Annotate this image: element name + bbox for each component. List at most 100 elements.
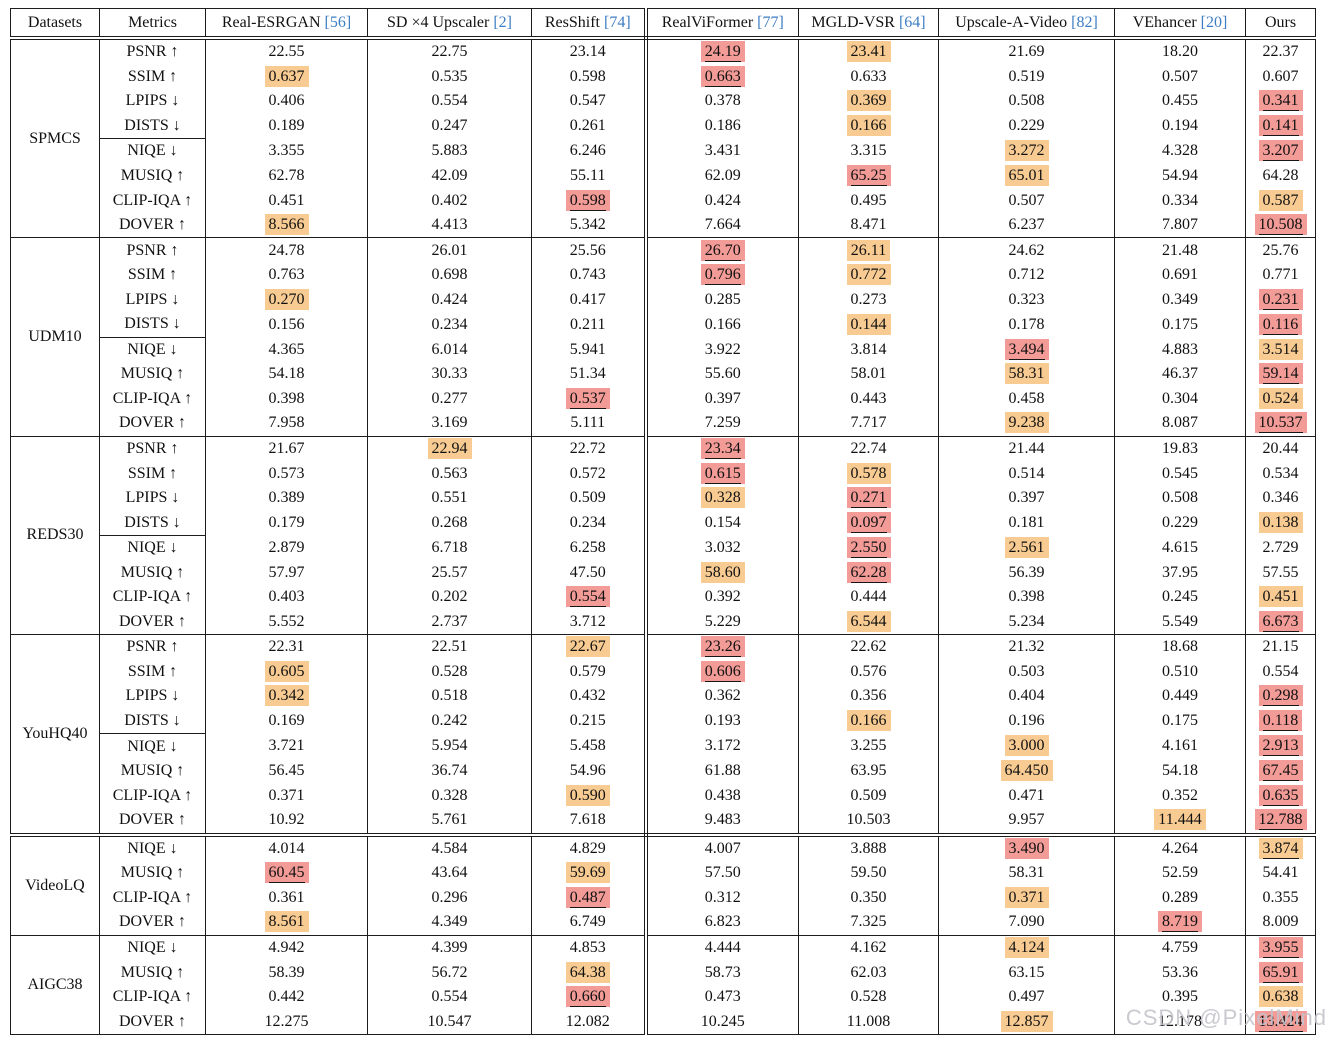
citation-link[interactable]: [20] — [1200, 13, 1228, 31]
metric-label: MUSIQ ↑ — [99, 758, 206, 784]
metric-value-cell: 25.76 — [1245, 237, 1316, 263]
citation-link[interactable]: [82] — [1071, 13, 1098, 31]
second-best-value-highlight: 0.638 — [1258, 986, 1303, 1008]
metric-value-cell: 59.14 — [1245, 362, 1316, 387]
metric-value-cell: 21.69 — [938, 38, 1115, 65]
best-value-highlight: 13.424 — [1254, 1010, 1307, 1032]
metric-value-cell: 25.56 — [531, 237, 648, 263]
metric-value-cell: 0.277 — [367, 386, 532, 412]
metric-value-cell: 0.507 — [1114, 64, 1246, 90]
table-row: YouHQ40 PSNR ↑ 22.31 22.51 22.67 23.26 22.62 21… — [10, 634, 1316, 837]
metric-value-cell: 0.554 — [367, 984, 532, 1010]
metric-value-cell: 0.660 — [531, 984, 648, 1010]
metric-value-cell: 0.268 — [367, 510, 532, 536]
second-best-value-highlight: 6.544 — [846, 610, 891, 632]
metric-value-cell: 0.193 — [645, 708, 799, 734]
metric-value-cell: 0.342 — [205, 684, 368, 709]
metric-value-cell: 13.424 — [1245, 1009, 1316, 1035]
table-row: MUSIQ ↑ 54.18 30.33 51.34 55.60 58.01 58.31 46.… — [11, 362, 1316, 387]
metric-value-cell: 8.087 — [1114, 411, 1246, 437]
metric-value-cell: 0.573 — [205, 461, 368, 486]
metric-value-cell: 12.082 — [531, 1009, 648, 1035]
metric-value-cell: 0.497 — [938, 984, 1115, 1010]
metric-value-cell: 0.712 — [938, 262, 1115, 288]
second-best-value-highlight: 59.69 — [565, 862, 610, 884]
metric-value-cell: 0.350 — [798, 885, 939, 911]
metric-value-cell: 0.772 — [798, 262, 939, 288]
metric-value-cell: 3.955 — [1245, 935, 1316, 961]
table-row: VideoLQ NIQE ↓ 4.014 4.584 4.829 4.007 3.888 3.… — [10, 834, 1316, 936]
metric-value-cell: 0.356 — [798, 684, 939, 709]
metric-value-cell: 8.719 — [1114, 910, 1246, 936]
table-row: SSIM ↑ 0.763 0.698 0.743 0.796 0.772 0.712 0.69… — [11, 262, 1316, 288]
metric-label: CLIP-IQA ↑ — [99, 188, 206, 213]
citation-link[interactable]: [2] — [493, 13, 512, 31]
metric-value-cell: 37.95 — [1114, 560, 1246, 586]
metric-value-cell: 21.67 — [205, 436, 368, 462]
metric-value-cell: 3.490 — [938, 834, 1115, 862]
dataset-label: VideoLQ — [10, 834, 100, 936]
metric-value-cell: 0.179 — [205, 510, 368, 536]
metric-value-cell: 0.554 — [531, 585, 648, 610]
metric-value-cell: 0.545 — [1114, 461, 1246, 486]
metric-value-cell: 0.271 — [798, 485, 939, 511]
metric-value-cell: 0.578 — [798, 461, 939, 486]
second-best-value-highlight: 23.41 — [846, 41, 891, 63]
metric-value-cell: 0.406 — [205, 89, 368, 114]
best-value-highlight: 0.341 — [1258, 90, 1303, 112]
metric-value-cell: 12.178 — [1114, 1009, 1246, 1035]
metric-value-cell: 0.196 — [938, 708, 1115, 734]
metric-value-cell: 7.090 — [938, 910, 1115, 936]
best-value-highlight: 60.45 — [264, 862, 309, 884]
best-value-highlight: 3.490 — [1004, 837, 1049, 859]
metric-value-cell: 6.014 — [367, 337, 532, 363]
citation-link[interactable]: [77] — [757, 13, 784, 31]
best-value-highlight: 8.719 — [1158, 911, 1202, 933]
metric-value-cell: 12.857 — [938, 1009, 1115, 1035]
metric-value-cell: 24.62 — [938, 237, 1115, 263]
metric-value-cell: 62.28 — [798, 560, 939, 586]
citation-link[interactable]: [74] — [603, 13, 631, 31]
metric-value-cell: 0.417 — [531, 287, 648, 313]
metric-value-cell: 3.721 — [205, 733, 368, 759]
metric-value-cell: 18.20 — [1114, 38, 1246, 65]
metric-value-cell: 5.941 — [531, 337, 648, 363]
column-header-method: SD ×4 Upscaler [2] — [367, 8, 532, 40]
second-best-value-highlight: 8.566 — [264, 214, 309, 236]
best-value-highlight: 0.231 — [1258, 288, 1303, 310]
metric-value-cell: 0.444 — [798, 585, 939, 610]
metric-value-cell: 4.829 — [531, 834, 648, 862]
metric-value-cell: 0.154 — [645, 510, 799, 536]
metric-value-cell: 0.451 — [1245, 585, 1316, 610]
second-best-value-highlight: 9.238 — [1004, 412, 1049, 434]
metric-value-cell: 0.637 — [205, 64, 368, 90]
metric-value-cell: 0.663 — [645, 64, 799, 90]
metric-value-cell: 8.566 — [205, 212, 368, 239]
second-best-value-highlight: 22.67 — [565, 636, 610, 658]
dataset-label: AIGC38 — [10, 935, 100, 1035]
metric-label: PSNR ↑ — [99, 634, 206, 660]
metric-value-cell: 30.33 — [367, 362, 532, 387]
table-row: NIQE ↓ 2.879 6.718 6.258 3.032 2.550 2.561 4.61… — [11, 535, 1316, 561]
metric-value-cell: 47.50 — [531, 560, 648, 586]
metric-value-cell: 0.118 — [1245, 708, 1316, 734]
second-best-value-highlight: 0.166 — [846, 115, 891, 137]
dataset-label: SPMCS — [10, 38, 100, 239]
citation-link[interactable]: [56] — [324, 13, 352, 31]
metric-value-cell: 0.298 — [1245, 684, 1316, 709]
metric-value-cell: 43.64 — [367, 861, 532, 886]
metric-value-cell: 22.37 — [1245, 38, 1316, 65]
metric-label: MUSIQ ↑ — [99, 861, 206, 886]
metric-label: DOVER ↑ — [99, 910, 206, 936]
citation-link[interactable]: [64] — [898, 13, 926, 31]
metric-value-cell: 0.587 — [1245, 188, 1316, 213]
metric-value-cell: 12.275 — [205, 1009, 368, 1035]
metric-value-cell: 65.25 — [798, 163, 939, 189]
metric-value-cell: 0.607 — [1245, 64, 1316, 90]
metric-value-cell: 0.156 — [205, 312, 368, 338]
metric-value-cell: 6.544 — [798, 609, 939, 636]
metric-value-cell: 3.431 — [645, 138, 799, 164]
metric-value-cell: 0.771 — [1245, 262, 1316, 288]
metric-value-cell: 4.759 — [1114, 935, 1246, 961]
metric-value-cell: 65.01 — [938, 163, 1115, 189]
